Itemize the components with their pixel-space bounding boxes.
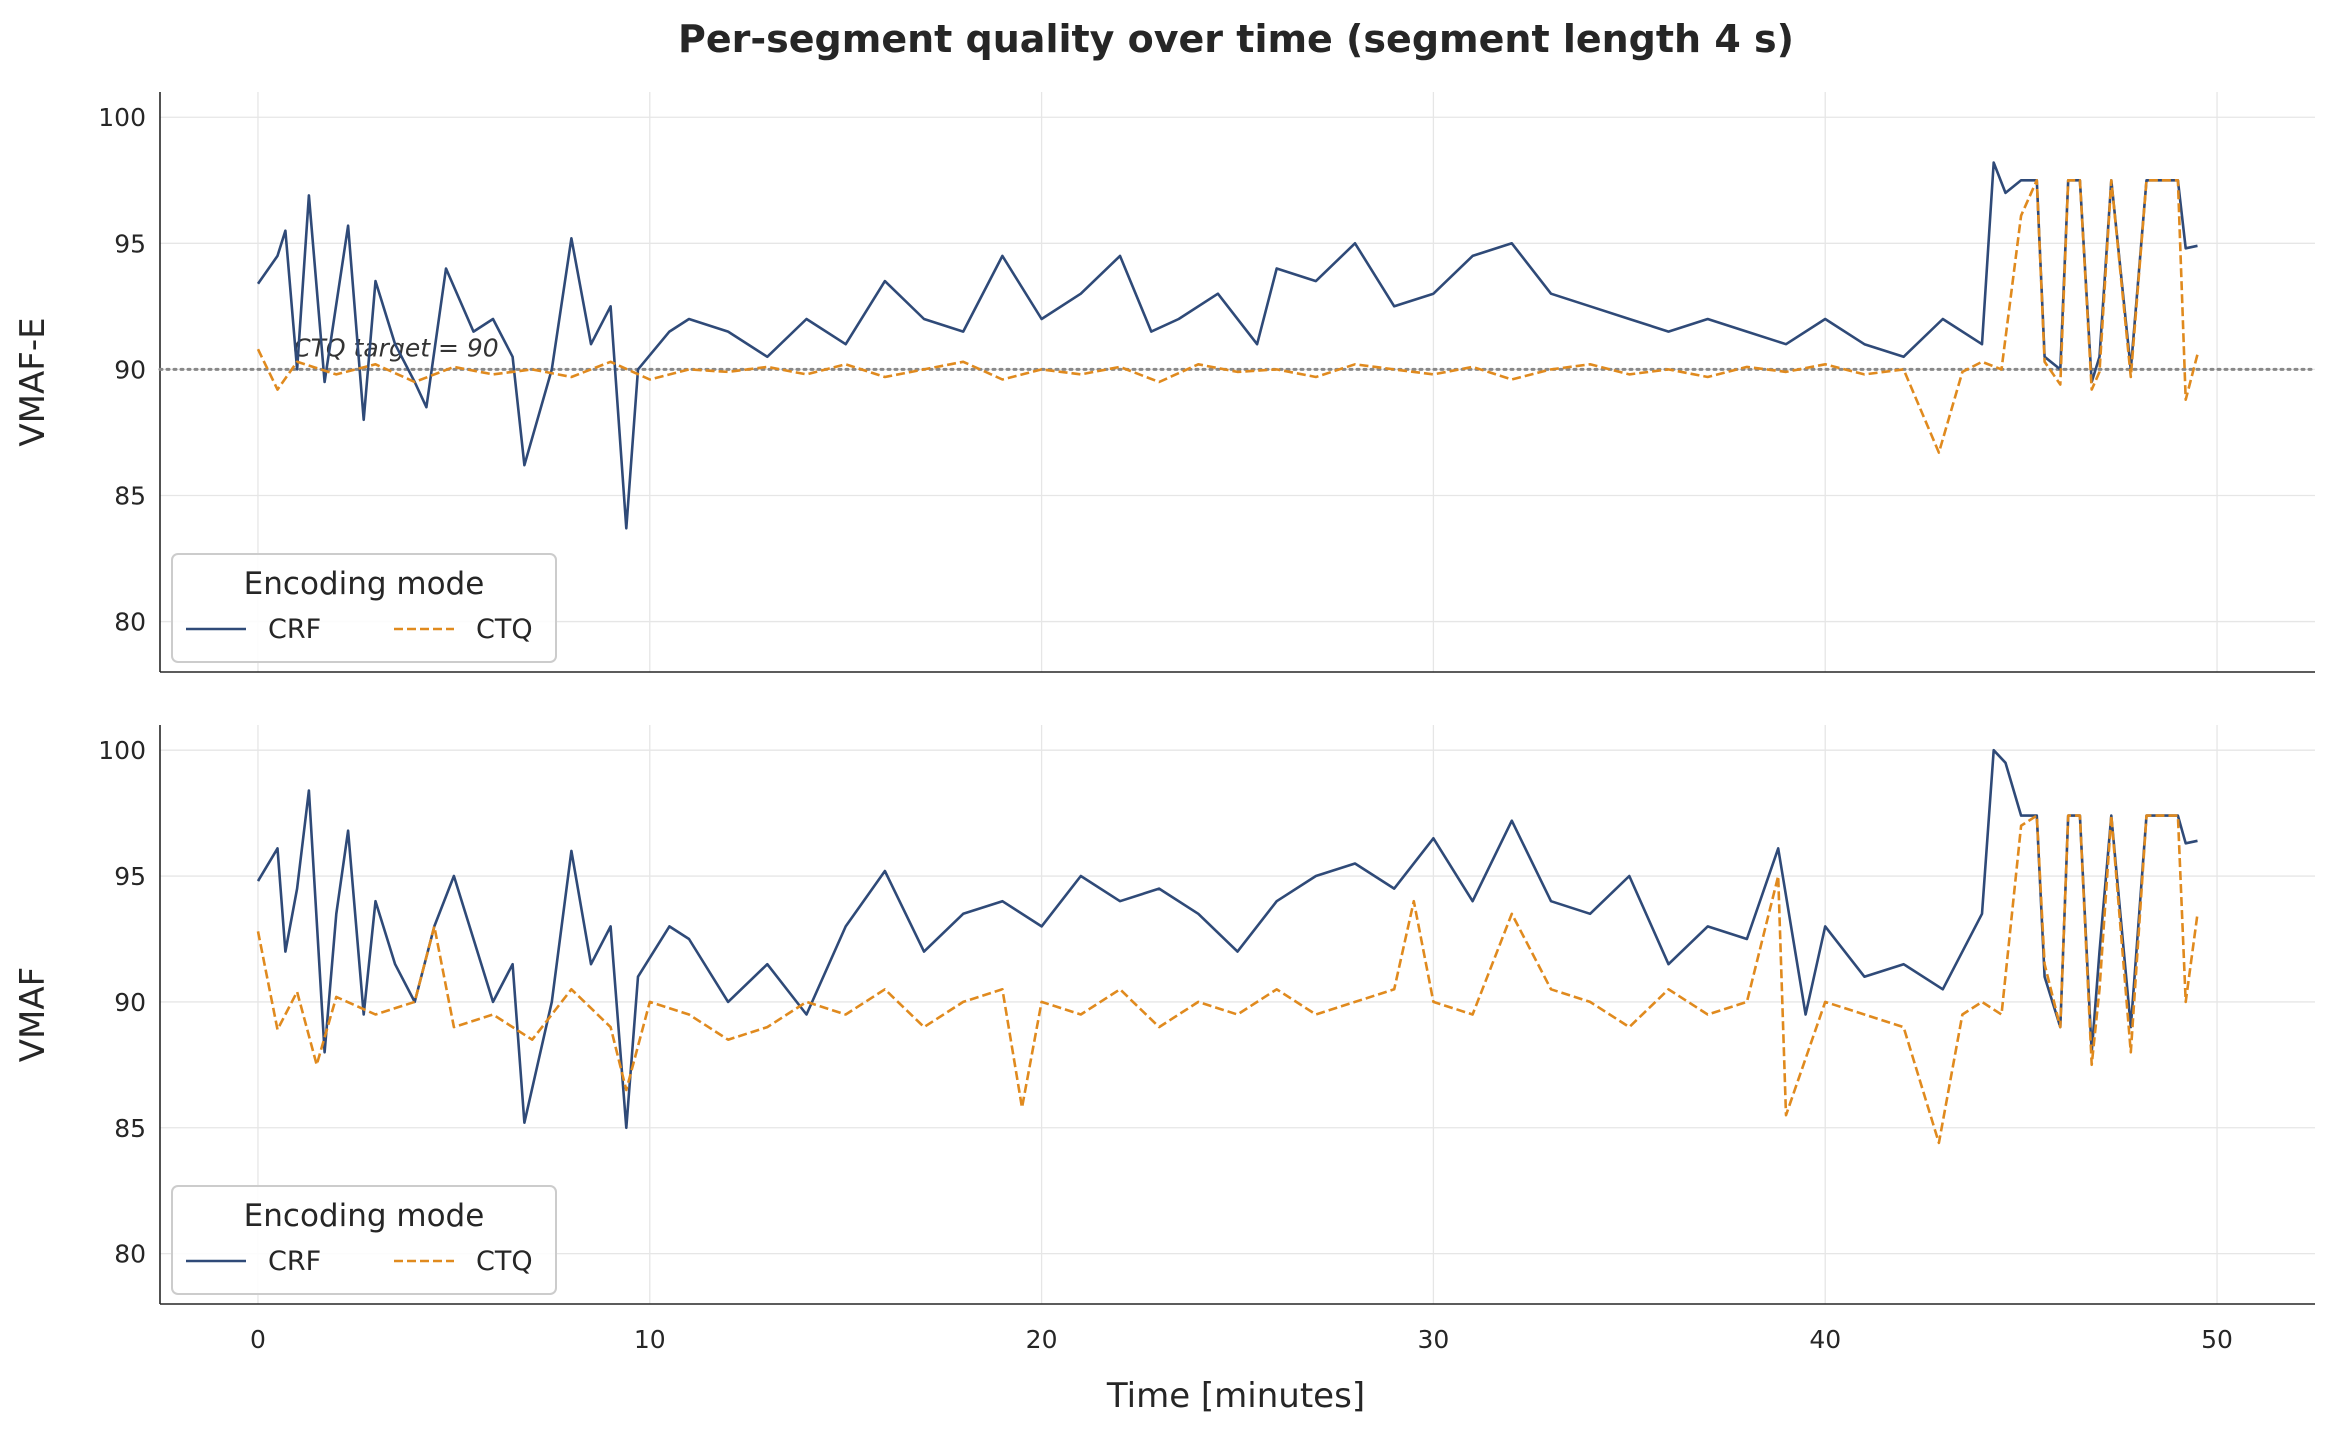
y-tick-label: 80 xyxy=(114,1240,146,1269)
x-axis-title: Time [minutes] xyxy=(1106,1376,1365,1416)
x-tick-label: 50 xyxy=(2201,1325,2233,1354)
series-line-crf xyxy=(256,748,2198,1130)
y-tick-label: 80 xyxy=(114,608,146,637)
y-tick-label: 95 xyxy=(114,229,146,258)
y-tick-label: 100 xyxy=(98,736,146,765)
x-tick-label: 20 xyxy=(1026,1325,1058,1354)
y-tick-label: 90 xyxy=(114,355,146,384)
legend-label-ctq: CTQ xyxy=(476,614,533,645)
x-tick-label: 10 xyxy=(634,1325,666,1354)
y-tick-label: 95 xyxy=(114,862,146,891)
legend-title: Encoding mode xyxy=(244,1198,485,1234)
y-axis-title: VMAF xyxy=(13,967,53,1062)
legend-box xyxy=(171,1185,557,1295)
legend-label-crf: CRF xyxy=(268,1246,321,1277)
legend-title: Encoding mode xyxy=(244,566,485,602)
x-tick-label: 0 xyxy=(250,1325,266,1354)
y-axis-title: VMAF-E xyxy=(13,317,53,446)
series-line-ctq xyxy=(256,814,2199,1145)
panel-2: 80 85 90 95 100 0 10 20 30 40 50 VMAF Encoding mode C… xyxy=(13,725,2315,1354)
y-tick-label: 85 xyxy=(114,1114,146,1143)
legend: Encoding mode CRF CTQ xyxy=(171,553,557,663)
series-line-ctq xyxy=(256,179,2199,454)
y-tick-label: 100 xyxy=(98,103,146,132)
legend-label-crf: CRF xyxy=(268,614,321,645)
series-line-crf xyxy=(256,161,2198,530)
y-tick-label: 90 xyxy=(114,988,146,1017)
x-tick-label: 40 xyxy=(1809,1325,1841,1354)
legend-label-ctq: CTQ xyxy=(476,1246,533,1277)
legend-box xyxy=(171,553,557,663)
x-tick-label: 30 xyxy=(1418,1325,1450,1354)
chart-title: Per-segment quality over time (segment l… xyxy=(678,17,1794,61)
legend: Encoding mode CRF CTQ xyxy=(171,1185,557,1295)
y-tick-label: 85 xyxy=(114,481,146,510)
